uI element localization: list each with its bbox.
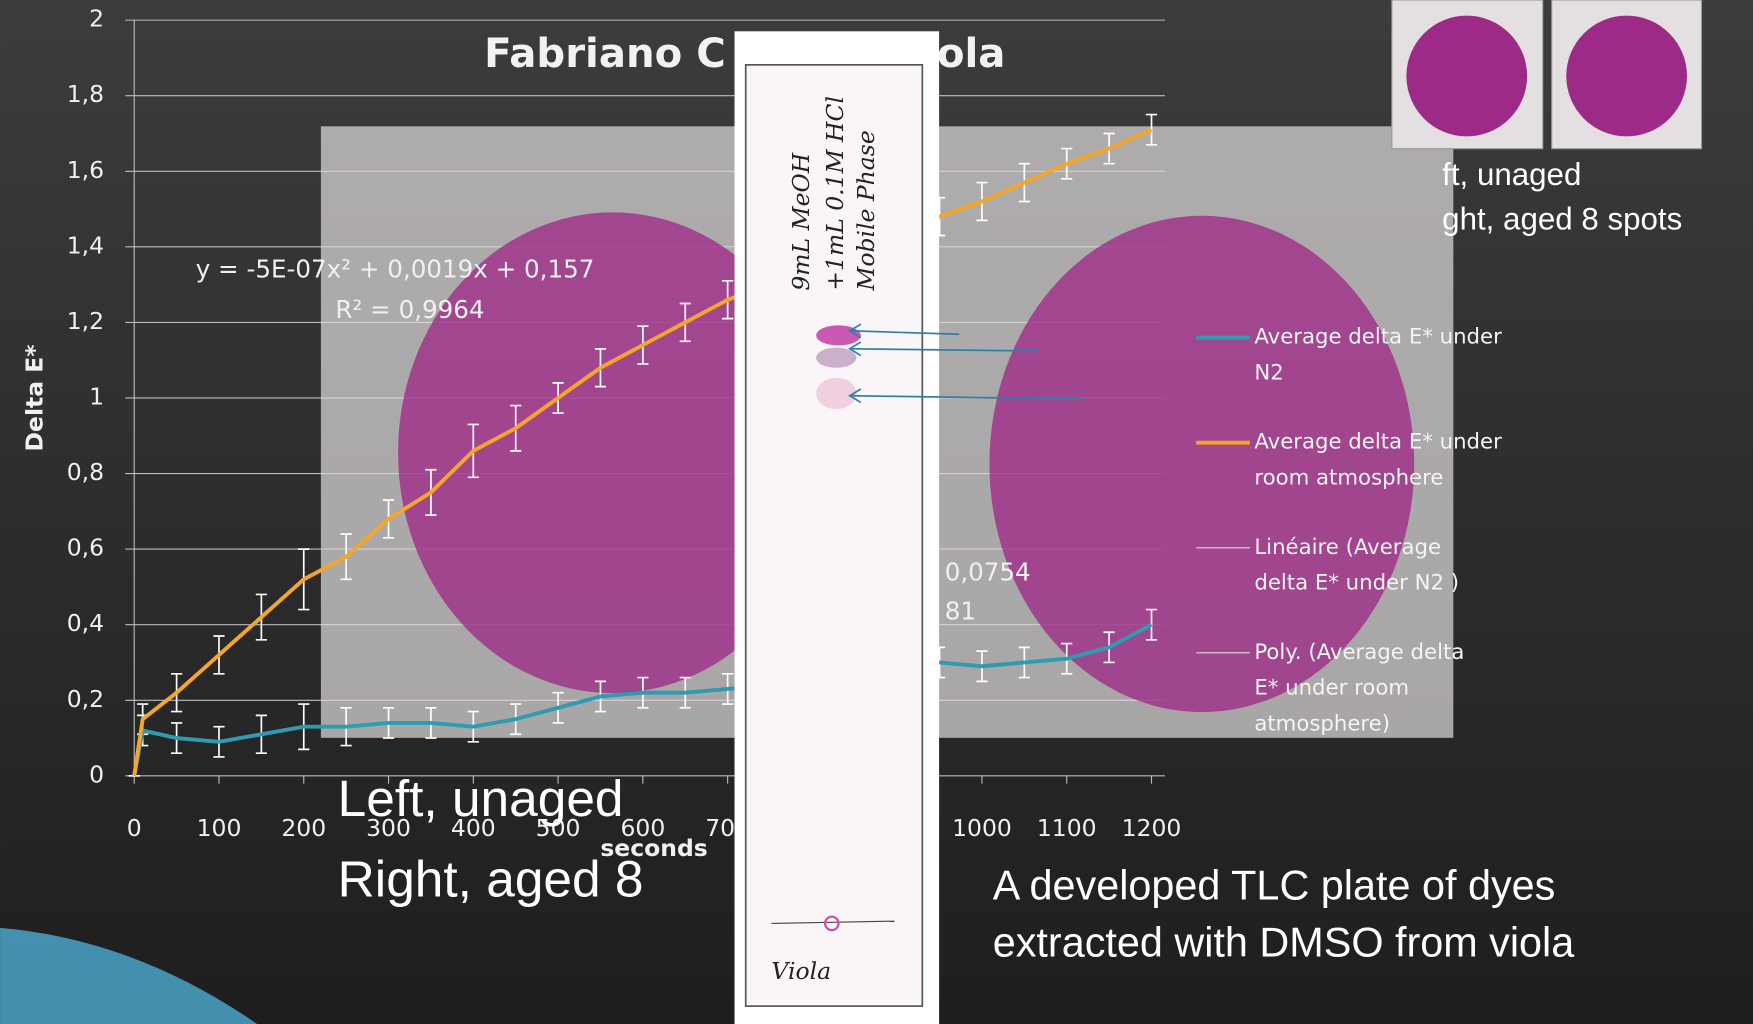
- x-tick-label: 100: [197, 814, 242, 842]
- x-tick-label: 200: [281, 814, 326, 842]
- y-tick-label: 1,6: [67, 156, 104, 184]
- plate-label: Viola: [771, 957, 831, 985]
- y-tick-label: 1,4: [67, 231, 104, 259]
- annotation: 81: [945, 597, 976, 626]
- x-tick-label: 1200: [1122, 814, 1182, 842]
- y-tick-label: 0,4: [67, 609, 104, 637]
- caption: ft, unaged: [1442, 157, 1581, 192]
- chart-title: Fabriano C: [484, 31, 726, 77]
- dye-spot: [1406, 16, 1527, 137]
- x-tick-label: 1000: [952, 814, 1012, 842]
- caption: Left, unaged: [338, 769, 624, 827]
- annotation: y = -5E-07x² + 0,0019x + 0,157: [196, 255, 595, 284]
- y-tick-label: 0,6: [67, 534, 104, 562]
- dye-spot: [989, 216, 1414, 712]
- y-tick-label: 0,8: [67, 458, 104, 486]
- caption: A developed TLC plate of dyes: [993, 863, 1556, 909]
- spot: [816, 378, 856, 409]
- y-tick-label: 0,2: [67, 685, 104, 713]
- plate-note: +1mL 0.1M HCl: [821, 96, 849, 291]
- x-tick-label: 1100: [1037, 814, 1097, 842]
- page: 00,20,40,60,811,21,41,61,820100200300400…: [0, 0, 1753, 1024]
- y-tick-label: 1: [89, 382, 104, 410]
- caption: extracted with DMSO from viola: [993, 920, 1574, 966]
- spot: [816, 348, 856, 368]
- caption: Right, aged 8: [338, 850, 644, 908]
- slide: 00,20,40,60,811,21,41,61,820100200300400…: [0, 0, 1753, 1024]
- y-tick-label: 1,8: [67, 80, 104, 108]
- y-tick-label: 0: [89, 760, 104, 788]
- plate-note: 9mL MeOH: [787, 152, 815, 290]
- dye-spot: [1566, 16, 1687, 137]
- y-axis-label: Delta E*: [20, 344, 48, 451]
- plate-note: Mobile Phase: [852, 130, 880, 291]
- x-tick-label: 0: [127, 814, 142, 842]
- y-tick-label: 1,2: [67, 307, 104, 335]
- annotation: R² = 0,9964: [335, 295, 484, 324]
- chart-title-tail: ola: [937, 31, 1006, 77]
- caption: ght, aged 8 spots: [1442, 202, 1682, 237]
- y-tick-label: 2: [89, 5, 104, 33]
- annotation: 0,0754: [945, 557, 1031, 586]
